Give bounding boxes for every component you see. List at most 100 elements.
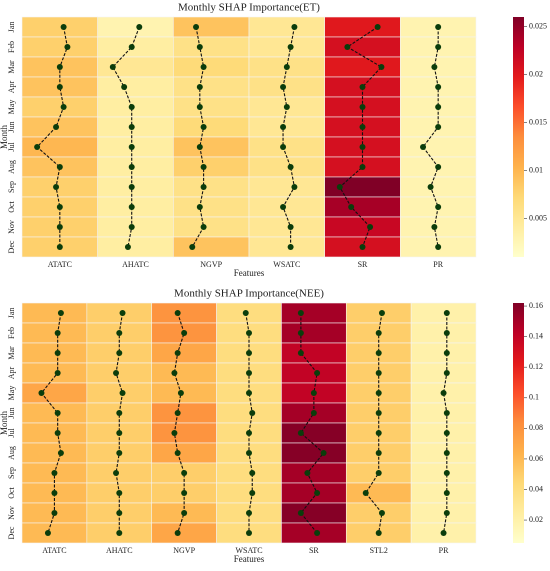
x-tick-label: SR xyxy=(358,260,368,269)
heat-cell xyxy=(410,422,477,444)
x-tick-label: AHATC xyxy=(122,260,149,269)
profile-dot xyxy=(336,184,343,190)
heat-cell xyxy=(324,16,401,38)
profile-line xyxy=(112,26,140,248)
x-tick-label: AHATC xyxy=(106,546,133,555)
y-tick-label: Nov xyxy=(7,506,16,520)
heat-cell xyxy=(281,502,347,524)
profile-dot xyxy=(375,530,382,536)
heat-cell xyxy=(410,482,477,504)
y-tick-label: Mar xyxy=(7,60,16,74)
profile-dot xyxy=(200,224,207,230)
profile-dot xyxy=(121,84,128,90)
profile-dot xyxy=(314,490,321,496)
heat-cell xyxy=(173,76,250,98)
profile-line xyxy=(115,312,124,533)
colorbar-tick-label: 0.12 xyxy=(529,362,543,371)
x-tick-label: WSATC xyxy=(273,260,300,269)
profile-dot xyxy=(249,470,256,476)
y-tick-label: Sep xyxy=(7,181,16,193)
profile-dot xyxy=(56,204,63,210)
heat-cell xyxy=(173,36,250,58)
profile-dot xyxy=(375,370,382,376)
profile-dot xyxy=(51,510,58,516)
heat-cell xyxy=(400,56,477,78)
profile-dot xyxy=(246,330,252,336)
profile-dot xyxy=(297,430,304,436)
heat-cell xyxy=(21,136,98,158)
heat-cell xyxy=(21,442,88,464)
profile-dot xyxy=(375,410,382,416)
colorbar-label: Mean |SHAP value| xyxy=(549,106,550,169)
profile-line xyxy=(422,27,439,248)
profile-dot xyxy=(116,330,123,336)
colorbar-tick-label: 0.14 xyxy=(529,331,543,340)
heat-cell xyxy=(248,76,325,98)
y-tick-label: Sep xyxy=(7,467,16,479)
profile-dot xyxy=(375,330,382,336)
x-tick-label: STL2 xyxy=(370,546,388,555)
profile-dot xyxy=(375,470,382,476)
y-tick-label: Jul xyxy=(7,428,16,438)
heat-cell xyxy=(345,502,412,524)
profile-dot xyxy=(435,124,442,130)
heat-cell xyxy=(97,216,174,238)
heat-cell xyxy=(97,76,174,98)
profile-dot xyxy=(287,244,294,250)
profile-dot xyxy=(200,124,207,130)
profile-dot xyxy=(53,124,60,130)
y-tick-label: Dec xyxy=(7,526,16,539)
profile-dot xyxy=(440,530,447,536)
heat-cell xyxy=(248,36,325,58)
profile-dot xyxy=(310,390,317,396)
heat-cell xyxy=(21,302,88,324)
profile-dot xyxy=(314,370,321,376)
profile-dot xyxy=(128,124,135,130)
heat-cell xyxy=(324,56,401,78)
profile-dot xyxy=(246,450,252,456)
profile-dot xyxy=(174,450,181,456)
profile-dot xyxy=(181,510,188,516)
heat-cell xyxy=(151,342,217,364)
profile-dot xyxy=(116,530,123,536)
heat-cell xyxy=(21,382,88,404)
profile-dot xyxy=(174,350,181,356)
y-tick-label: Aug xyxy=(7,446,16,460)
profile-dot xyxy=(128,224,135,230)
profile-dot xyxy=(280,204,287,210)
profile-dot xyxy=(359,104,366,110)
x-tick-label: NGVP xyxy=(173,546,195,555)
heat-cell xyxy=(248,16,325,38)
profile-dot xyxy=(54,330,61,336)
profile-dot xyxy=(116,510,123,516)
profile-dot xyxy=(54,350,61,356)
x-tick-label: NGVP xyxy=(200,260,222,269)
profile-dot xyxy=(246,430,252,436)
heat-cell xyxy=(86,302,153,324)
profile-dot xyxy=(359,144,366,150)
profile-line xyxy=(245,312,253,533)
heat-cell xyxy=(400,176,477,198)
y-axis-label: Month xyxy=(0,411,9,436)
profile-dot xyxy=(116,430,123,436)
profile-dot xyxy=(443,470,450,476)
heat-cell xyxy=(216,302,282,324)
heat-cell xyxy=(410,322,477,344)
colorbar xyxy=(513,303,524,543)
colorbar-tick-label: 0.04 xyxy=(529,484,543,493)
profile-dot xyxy=(291,24,298,30)
x-axis-label: Features xyxy=(234,268,265,278)
profile-dot xyxy=(136,24,143,30)
heat-cell xyxy=(410,362,477,384)
profile-dot xyxy=(196,84,203,90)
profile-dot xyxy=(362,490,369,496)
colorbar-tick-label: 0.02 xyxy=(529,69,543,78)
profile-dot xyxy=(56,64,63,70)
heat-cell xyxy=(21,96,98,118)
profile-dot xyxy=(314,530,321,536)
profile-dot xyxy=(113,470,120,476)
heat-cell xyxy=(21,522,88,544)
profile-dot xyxy=(440,390,447,396)
profile-dot xyxy=(174,410,181,416)
heat-cell xyxy=(173,16,250,38)
